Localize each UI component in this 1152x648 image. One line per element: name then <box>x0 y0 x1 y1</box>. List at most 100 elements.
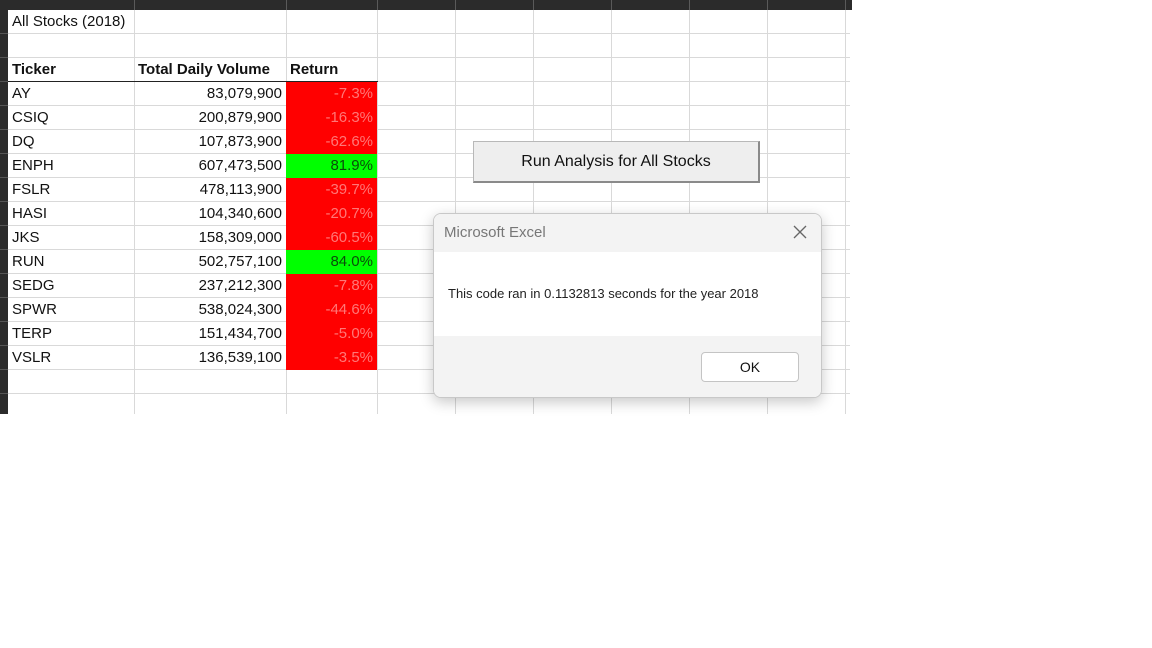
gridline-vertical <box>533 10 534 414</box>
row-header-separator <box>0 249 8 250</box>
gridline-horizontal <box>8 105 850 106</box>
gridline-horizontal <box>8 177 850 178</box>
gridline-horizontal <box>8 153 850 154</box>
cell-volume[interactable]: 502,757,100 <box>198 253 282 270</box>
cell-ticker[interactable]: RUN <box>12 253 45 270</box>
row-header-bar[interactable] <box>0 10 8 414</box>
gridline-vertical <box>455 10 456 414</box>
cell-volume[interactable]: 607,473,500 <box>198 157 282 174</box>
cell-ticker[interactable]: VSLR <box>12 349 52 366</box>
row-header-separator <box>0 201 8 202</box>
row-header-separator <box>0 297 8 298</box>
row-header-separator <box>0 81 8 82</box>
header-ticker[interactable]: Ticker <box>12 61 56 78</box>
dialog-body: This code ran in 0.1132813 seconds for t… <box>434 252 821 336</box>
gridline-horizontal <box>8 369 850 370</box>
cell-ticker[interactable]: HASI <box>12 205 48 222</box>
cell-ticker[interactable]: ENPH <box>12 157 54 174</box>
cell-return[interactable]: -44.6% <box>286 298 377 322</box>
column-separator <box>377 0 378 10</box>
gridline-vertical <box>845 10 846 414</box>
row-header-separator <box>0 345 8 346</box>
row-header-separator <box>0 105 8 106</box>
gridline-horizontal <box>8 297 850 298</box>
gridline-horizontal <box>8 129 850 130</box>
row-header-separator <box>0 57 8 58</box>
header-volume[interactable]: Total Daily Volume <box>138 61 270 78</box>
row-header-separator <box>0 393 8 394</box>
cell-ticker[interactable]: SPWR <box>12 301 57 318</box>
cell-ticker[interactable]: DQ <box>12 133 35 150</box>
cell-ticker[interactable]: SEDG <box>12 277 55 294</box>
cell-return[interactable]: 84.0% <box>286 250 377 274</box>
gridline-vertical <box>377 10 378 414</box>
cell-ticker[interactable]: AY <box>12 85 31 102</box>
gridline-horizontal <box>8 225 850 226</box>
gridline-horizontal <box>8 345 850 346</box>
cell-volume[interactable]: 83,079,900 <box>206 85 282 102</box>
cell-volume[interactable]: 237,212,300 <box>198 277 282 294</box>
dialog-title-bar[interactable]: Microsoft Excel <box>434 214 821 252</box>
column-separator <box>767 0 768 10</box>
cell-volume[interactable]: 107,873,900 <box>198 133 282 150</box>
cell-volume[interactable]: 538,024,300 <box>198 301 282 318</box>
column-separator <box>455 0 456 10</box>
header-return[interactable]: Return <box>290 61 339 78</box>
row-header-separator <box>0 273 8 274</box>
cell-return[interactable]: 81.9% <box>286 154 377 178</box>
cell-volume[interactable]: 136,539,100 <box>198 349 282 366</box>
cell-return[interactable]: -20.7% <box>286 202 377 226</box>
cell-return[interactable]: -60.5% <box>286 226 377 250</box>
cell-return[interactable]: -39.7% <box>286 178 377 202</box>
gridline-vertical <box>689 10 690 414</box>
spreadsheet-grid[interactable]: All Stocks (2018) Ticker Total Daily Vol… <box>0 0 852 414</box>
cell-return[interactable]: -7.3% <box>286 82 377 106</box>
gridline-horizontal <box>8 201 850 202</box>
row-header-separator <box>0 225 8 226</box>
cell-ticker[interactable]: FSLR <box>12 181 51 198</box>
row-header-separator <box>0 33 8 34</box>
column-separator <box>845 0 846 10</box>
cell-volume[interactable]: 478,113,900 <box>199 181 282 198</box>
cell-ticker[interactable]: CSIQ <box>12 109 49 126</box>
close-icon[interactable] <box>791 223 809 241</box>
gridline-horizontal <box>8 393 850 394</box>
cell-return[interactable]: -16.3% <box>286 106 377 130</box>
cell-return[interactable]: -62.6% <box>286 130 377 154</box>
ok-button[interactable]: OK <box>701 352 799 382</box>
column-separator <box>611 0 612 10</box>
dialog-message: This code ran in 0.1132813 seconds for t… <box>448 286 759 301</box>
gridline-horizontal <box>8 321 850 322</box>
cell-volume[interactable]: 151,434,700 <box>198 325 282 342</box>
run-analysis-button[interactable]: Run Analysis for All Stocks <box>473 141 760 183</box>
gridline-horizontal <box>8 33 850 34</box>
header-border <box>8 81 378 82</box>
row-header-separator <box>0 177 8 178</box>
cell-volume[interactable]: 200,879,900 <box>198 109 282 126</box>
column-separator <box>286 0 287 10</box>
gridline-horizontal <box>8 273 850 274</box>
row-header-separator <box>0 321 8 322</box>
cell-volume[interactable]: 158,309,000 <box>198 229 282 246</box>
cell-volume[interactable]: 104,340,600 <box>198 205 282 222</box>
gridline-horizontal <box>8 81 850 82</box>
cell-ticker[interactable]: TERP <box>12 325 53 342</box>
column-separator <box>533 0 534 10</box>
column-separator <box>689 0 690 10</box>
row-header-separator <box>0 129 8 130</box>
cell-return[interactable]: -3.5% <box>286 346 377 370</box>
row-header-separator <box>0 369 8 370</box>
row-header-separator <box>0 153 8 154</box>
cell-return[interactable]: -5.0% <box>286 322 377 346</box>
gridline-vertical <box>134 10 135 414</box>
column-separator <box>134 0 135 10</box>
dialog-footer: OK <box>434 336 821 397</box>
column-header-bar[interactable] <box>0 0 852 10</box>
gridline-horizontal <box>8 57 850 58</box>
gridline-horizontal <box>8 249 850 250</box>
gridline-vertical <box>611 10 612 414</box>
cell-return[interactable]: -7.8% <box>286 274 377 298</box>
sheet-title[interactable]: All Stocks (2018) <box>12 13 126 30</box>
cell-ticker[interactable]: JKS <box>12 229 40 246</box>
gridline-vertical <box>767 10 768 414</box>
